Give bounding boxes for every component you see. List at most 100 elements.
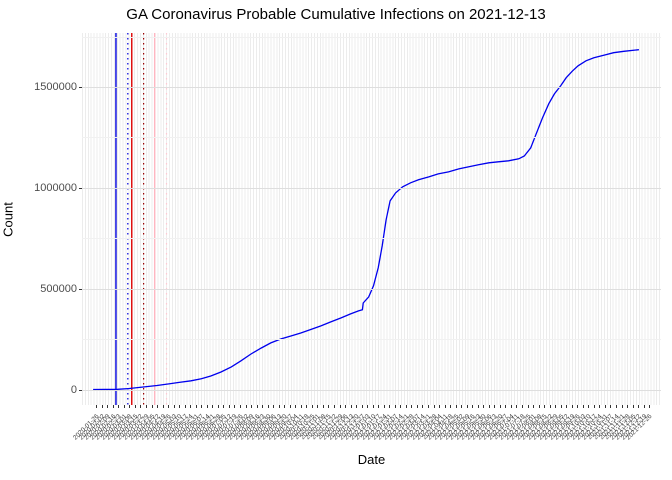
x-tick-mark xyxy=(516,405,518,408)
y-minor-gridline xyxy=(82,339,661,341)
x-tick-mark xyxy=(649,405,651,408)
x-tick-mark xyxy=(339,405,341,408)
x-tick-mark xyxy=(123,405,125,408)
x-tick-mark xyxy=(96,405,98,408)
x-tick-mark xyxy=(405,405,407,408)
x-tick-mark xyxy=(134,405,136,408)
x-tick-mark xyxy=(455,405,457,408)
y-major-gridline xyxy=(82,288,661,290)
x-tick-mark xyxy=(367,405,369,408)
x-tick-mark xyxy=(400,405,402,408)
x-tick-mark xyxy=(345,405,347,408)
y-tick-label: 1000000 xyxy=(34,181,77,194)
x-tick-mark xyxy=(289,405,291,408)
x-tick-mark xyxy=(145,405,147,408)
chart-title: GA Coronavirus Probable Cumulative Infec… xyxy=(126,6,546,23)
x-tick-mark xyxy=(588,405,590,408)
x-tick-mark xyxy=(278,405,280,408)
x-tick-mark xyxy=(173,405,175,408)
x-tick-mark xyxy=(273,405,275,408)
x-tick-mark xyxy=(107,405,109,408)
x-tick-mark xyxy=(499,405,501,408)
x-tick-mark xyxy=(101,405,103,408)
x-tick-mark xyxy=(582,405,584,408)
y-tick-label: 1500000 xyxy=(34,81,77,93)
x-tick-mark xyxy=(521,405,523,408)
x-tick-mark xyxy=(643,405,645,408)
x-tick-mark xyxy=(223,405,225,408)
y-major-gridline xyxy=(82,87,661,88)
x-tick-mark xyxy=(599,405,601,408)
x-tick-mark xyxy=(394,405,396,408)
y-tick-mark xyxy=(79,87,82,88)
x-tick-mark xyxy=(162,405,164,408)
x-tick-mark xyxy=(505,405,507,408)
x-tick-mark xyxy=(450,405,452,408)
x-tick-mark xyxy=(356,405,358,408)
x-tick-mark xyxy=(488,405,490,408)
x-tick-mark xyxy=(566,405,568,408)
y-tick-mark xyxy=(79,288,82,290)
x-tick-mark xyxy=(129,405,131,408)
x-tick-mark xyxy=(267,405,269,408)
x-tick-mark xyxy=(461,405,463,408)
x-tick-mark xyxy=(571,405,573,408)
x-axis-title: Date xyxy=(357,452,386,467)
x-tick-mark xyxy=(433,405,435,408)
curve-svg xyxy=(93,33,639,405)
y-major-gridline xyxy=(82,389,661,391)
x-tick-mark xyxy=(195,405,197,408)
x-tick-mark xyxy=(610,405,612,408)
y-major-gridline xyxy=(82,187,661,189)
x-tick-mark xyxy=(300,405,302,408)
x-tick-mark xyxy=(549,405,551,408)
x-tick-mark xyxy=(427,405,429,408)
x-tick-mark xyxy=(157,405,159,408)
x-tick-mark xyxy=(151,405,153,408)
x-tick-mark xyxy=(593,405,595,408)
reference-lines xyxy=(115,33,168,405)
x-tick-mark xyxy=(411,405,413,408)
x-tick-mark xyxy=(533,405,535,408)
x-tick-mark xyxy=(627,405,629,408)
x-tick-mark xyxy=(477,405,479,408)
x-tick-mark xyxy=(555,405,557,408)
x-tick-mark xyxy=(234,405,236,408)
x-tick-mark xyxy=(212,405,214,408)
x-tick-mark xyxy=(228,405,230,408)
x-tick-mark xyxy=(322,405,324,408)
x-tick-mark xyxy=(416,405,418,408)
x-tick-mark xyxy=(466,405,468,408)
x-tick-mark xyxy=(560,405,562,408)
x-tick-mark xyxy=(262,405,264,408)
x-tick-mark xyxy=(544,405,546,408)
x-tick-mark xyxy=(378,405,380,408)
x-tick-mark xyxy=(621,405,623,408)
y-tick-label: 0 xyxy=(70,383,77,396)
x-tick-mark xyxy=(333,405,335,408)
x-tick-mark xyxy=(112,405,114,408)
x-tick-mark xyxy=(422,405,424,408)
x-tick-mark xyxy=(140,405,142,408)
x-tick-mark xyxy=(118,405,120,408)
x-tick-mark xyxy=(306,405,308,408)
x-tick-mark xyxy=(638,405,640,408)
x-tick-mark xyxy=(527,405,529,408)
x-tick-mark xyxy=(284,405,286,408)
y-minor-gridline xyxy=(82,238,661,240)
x-tick-mark xyxy=(372,405,374,408)
x-tick-mark xyxy=(168,405,170,408)
x-tick-mark xyxy=(245,405,247,408)
x-tick-mark xyxy=(206,405,208,408)
x-tick-mark xyxy=(538,405,540,408)
x-tick-mark xyxy=(604,405,606,408)
x-tick-mark xyxy=(239,405,241,408)
y-tick-mark xyxy=(79,389,82,391)
x-tick-mark xyxy=(184,405,186,408)
y-minor-gridline xyxy=(82,36,661,38)
x-tick-mark xyxy=(383,405,385,408)
x-tick-mark xyxy=(361,405,363,408)
x-tick-mark xyxy=(494,405,496,408)
data-line xyxy=(93,49,639,391)
